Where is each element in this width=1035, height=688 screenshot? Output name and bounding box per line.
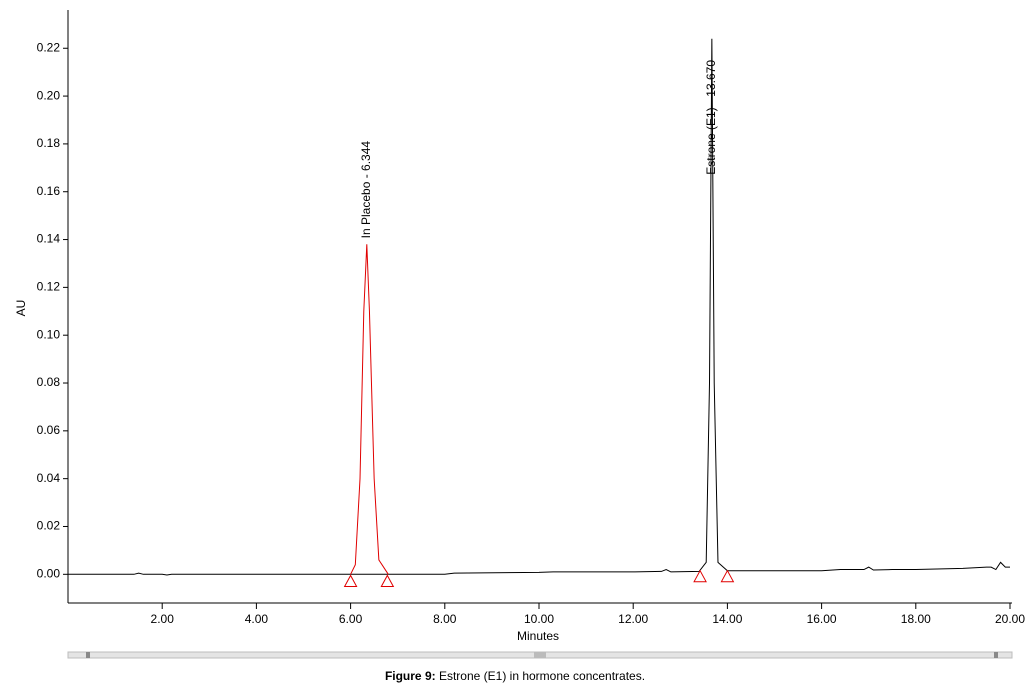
y-tick-label: 0.00: [37, 566, 61, 580]
x-tick-label: 20.00: [995, 612, 1025, 626]
scroll-handle: [86, 652, 90, 658]
caption-text: Estrone (E1) in hormone concentrates.: [439, 669, 645, 683]
peak-label: In Placebo - 6.344: [359, 141, 373, 239]
y-axis-label: AU: [14, 300, 28, 317]
baseline-marker: [720, 569, 735, 583]
y-tick-label: 0.08: [37, 375, 61, 389]
scroll-thumb: [534, 652, 546, 658]
x-tick-label: 4.00: [245, 612, 269, 626]
trace-line: [68, 38, 1010, 576]
x-tick-label: 6.00: [339, 612, 363, 626]
x-tick-label: 16.00: [807, 612, 837, 626]
x-tick-label: 18.00: [901, 612, 931, 626]
y-tick-label: 0.02: [37, 519, 61, 533]
y-tick-label: 0.04: [37, 471, 61, 485]
x-tick-label: 2.00: [151, 612, 175, 626]
caption: Figure 9: Estrone (E1) in hormone concen…: [385, 669, 645, 683]
baseline-marker: [343, 574, 358, 587]
x-axis-label: Minutes: [517, 629, 559, 643]
trace-line: [350, 244, 389, 575]
y-tick-label: 0.06: [37, 423, 61, 437]
y-tick-label: 0.14: [37, 232, 61, 246]
baseline-marker: [693, 569, 707, 583]
baseline-marker: [380, 574, 395, 587]
scroll-handle: [994, 652, 998, 658]
y-tick-label: 0.16: [37, 184, 61, 198]
y-tick-label: 0.12: [37, 280, 61, 294]
x-tick-label: 14.00: [712, 612, 742, 626]
y-tick-label: 0.20: [37, 88, 61, 102]
x-tick-label: 8.00: [433, 612, 457, 626]
y-tick-label: 0.18: [37, 136, 61, 150]
caption-label: Figure 9:: [385, 669, 436, 683]
y-tick-label: 0.22: [37, 40, 61, 54]
y-tick-label: 0.10: [37, 327, 61, 341]
x-tick-label: 12.00: [618, 612, 648, 626]
x-tick-label: 10.00: [524, 612, 554, 626]
peak-label: Estrone (E1) - 13.670: [704, 60, 718, 175]
scrollbar: [67, 651, 1013, 659]
